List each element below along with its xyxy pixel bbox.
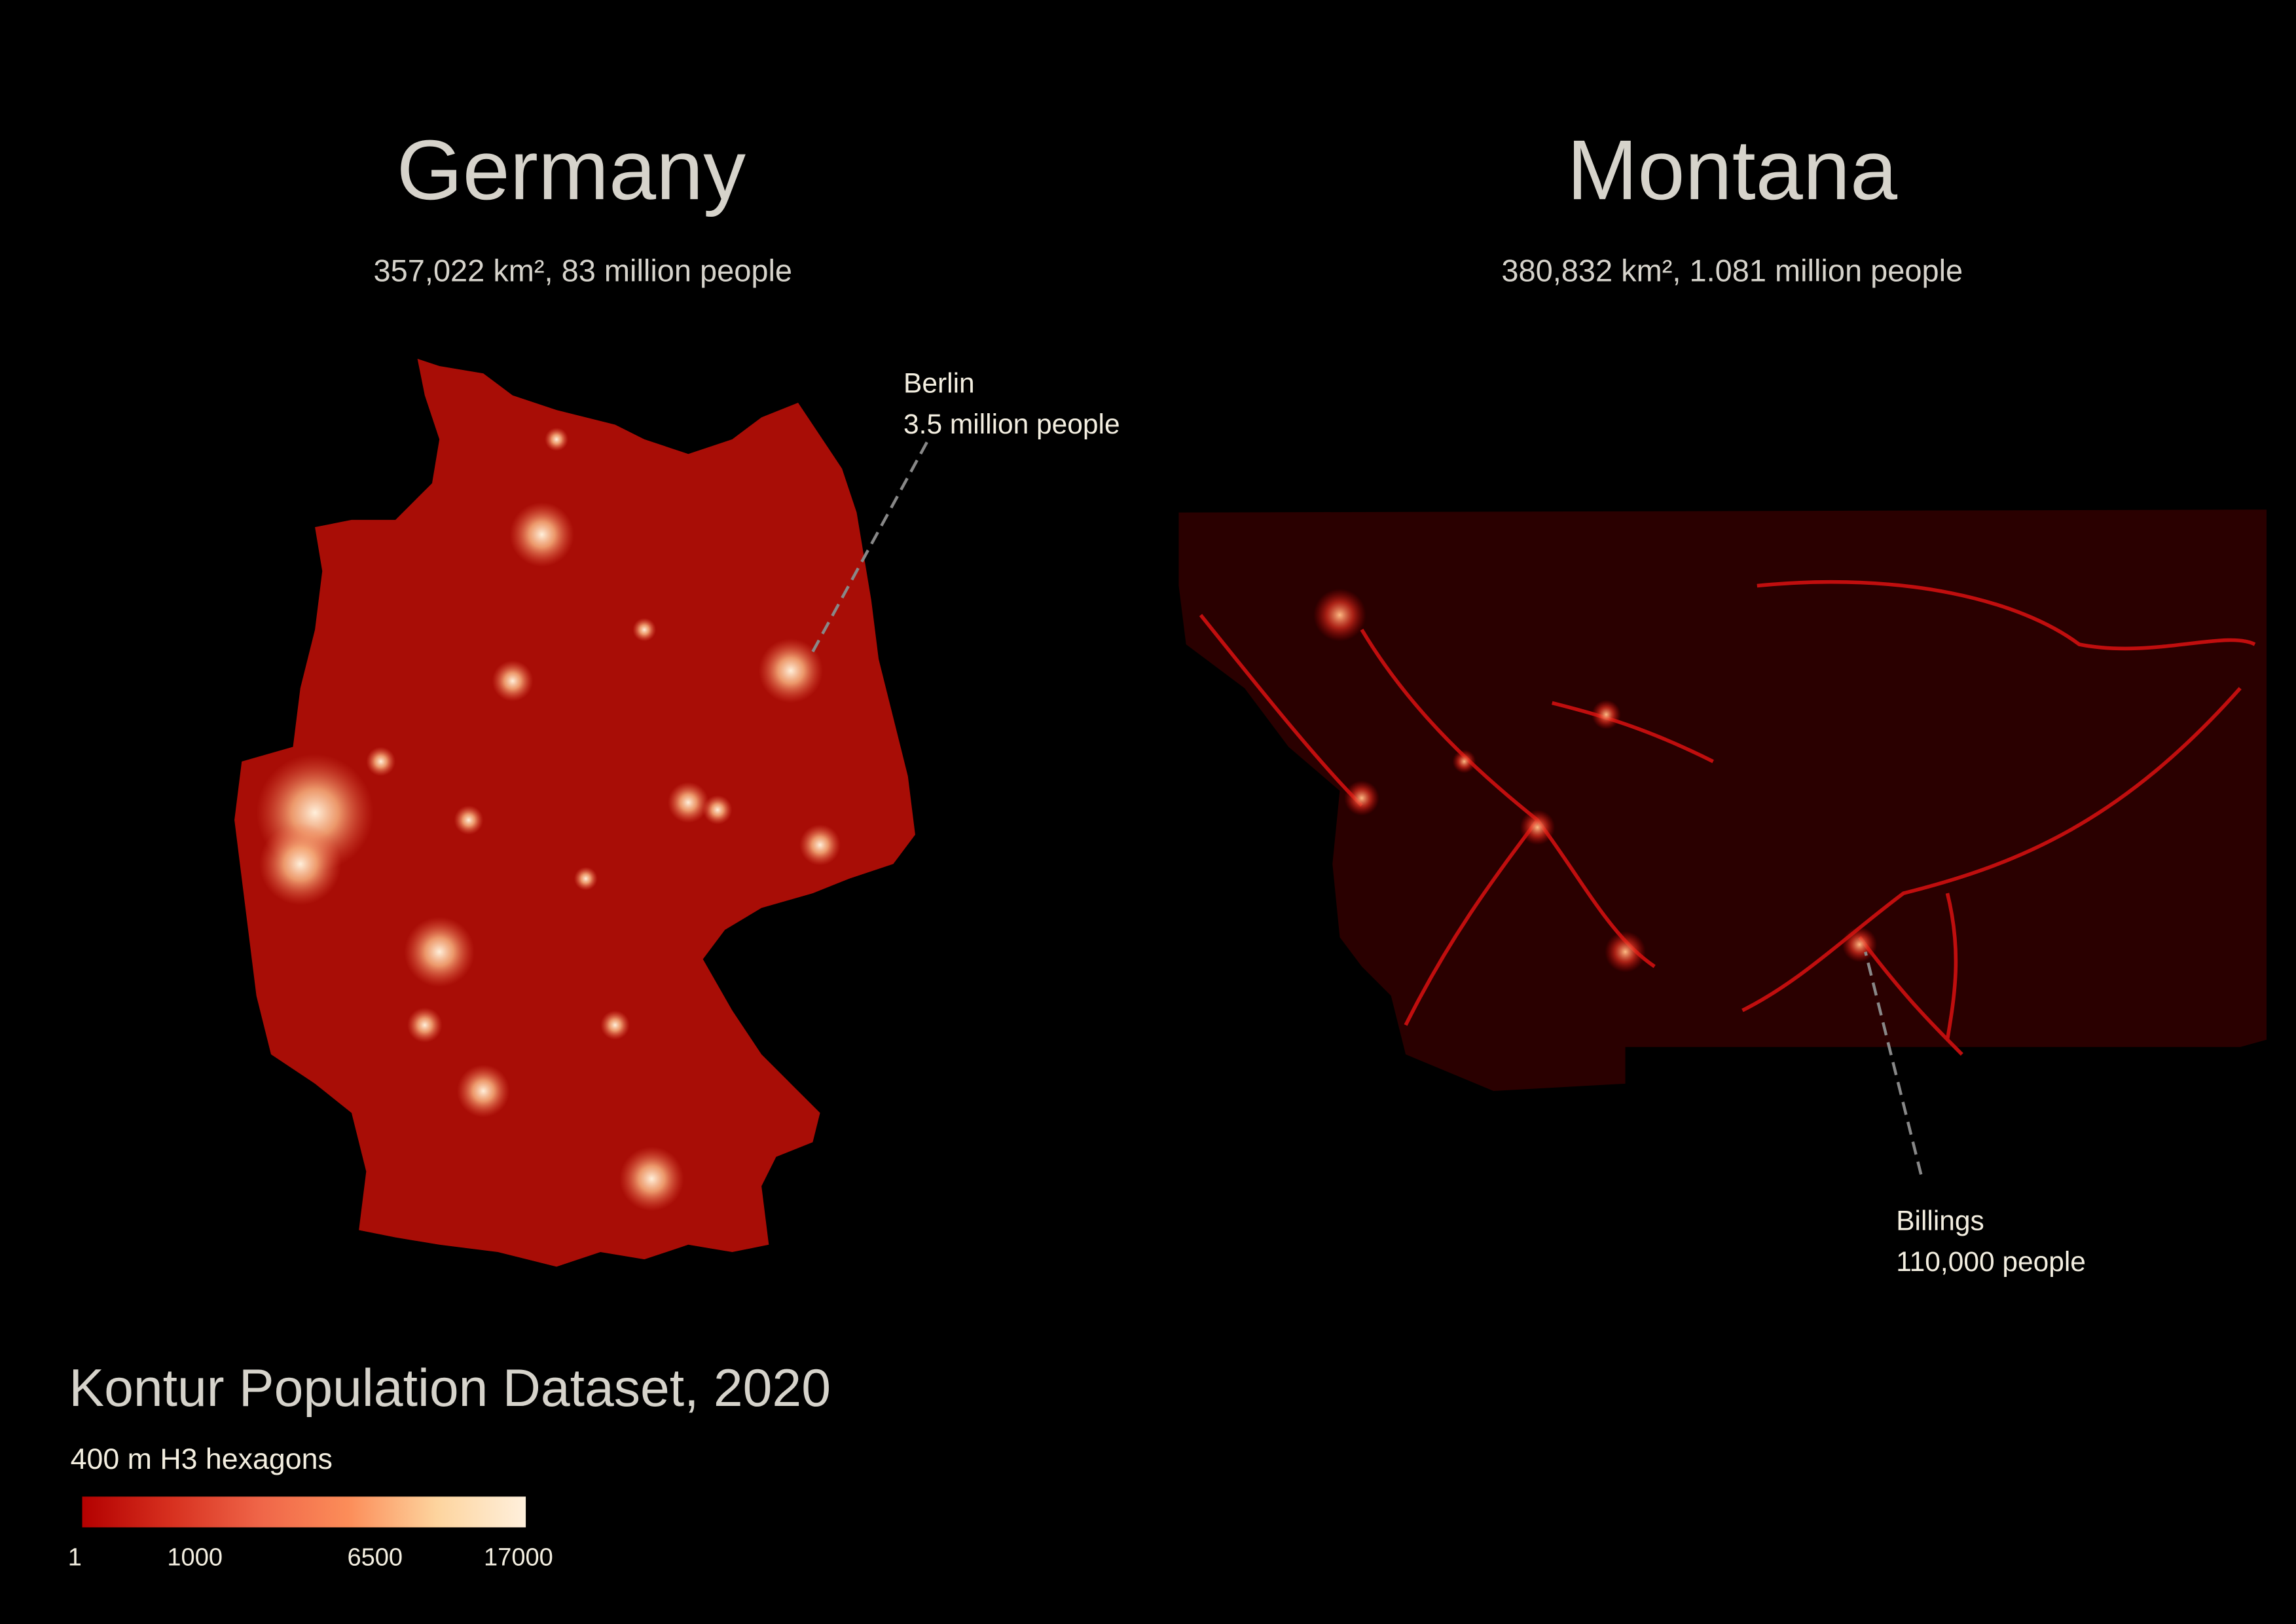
legend-tick: 1 xyxy=(68,1544,82,1572)
population-cluster xyxy=(454,805,484,835)
montana-subtitle: 380,832 km², 1.081 million people xyxy=(1501,253,1963,287)
germany-title: Germany xyxy=(397,123,746,217)
population-cluster xyxy=(404,916,475,987)
population-cluster xyxy=(1842,927,1878,963)
population-cluster xyxy=(1520,809,1556,845)
population-cluster xyxy=(492,660,534,702)
population-cluster xyxy=(509,502,574,567)
population-cluster xyxy=(619,1146,684,1211)
population-cluster xyxy=(366,747,396,777)
population-cluster xyxy=(545,427,568,451)
billings-leader-line xyxy=(1864,951,1923,1175)
legend: Kontur Population Dataset, 2020 400 m H3… xyxy=(68,1359,831,1572)
legend-tick: 17000 xyxy=(484,1544,553,1572)
germany-subtitle: 357,022 km², 83 million people xyxy=(374,253,792,287)
legend-tick: 1000 xyxy=(167,1544,223,1572)
population-cluster xyxy=(668,782,709,823)
population-cluster xyxy=(456,1064,510,1118)
population-cluster xyxy=(1605,931,1646,972)
billings-population: 110,000 people xyxy=(1896,1247,2086,1278)
population-cluster xyxy=(1452,749,1476,773)
population-cluster xyxy=(758,638,824,703)
germany-map xyxy=(234,358,915,1267)
population-cluster xyxy=(799,824,841,866)
berlin-population: 3.5 million people xyxy=(903,409,1120,440)
billings-label: Billings xyxy=(1896,1206,1984,1236)
population-cluster xyxy=(702,795,733,825)
legend-color-bar xyxy=(82,1496,526,1528)
montana-title: Montana xyxy=(1567,123,1898,217)
legend-tick: 6500 xyxy=(347,1544,403,1572)
population-cluster xyxy=(407,1007,443,1043)
population-cluster xyxy=(632,618,657,642)
legend-subtitle: 400 m H3 hexagons xyxy=(71,1443,333,1475)
population-cluster xyxy=(1344,780,1379,816)
berlin-label: Berlin xyxy=(903,368,975,399)
montana-map xyxy=(1178,509,2267,1092)
legend-title: Kontur Population Dataset, 2020 xyxy=(69,1359,831,1418)
population-cluster xyxy=(574,866,598,891)
population-cluster xyxy=(600,1010,630,1040)
population-cluster xyxy=(1313,588,1366,642)
population-cluster xyxy=(259,822,342,906)
population-cluster xyxy=(1592,699,1621,729)
